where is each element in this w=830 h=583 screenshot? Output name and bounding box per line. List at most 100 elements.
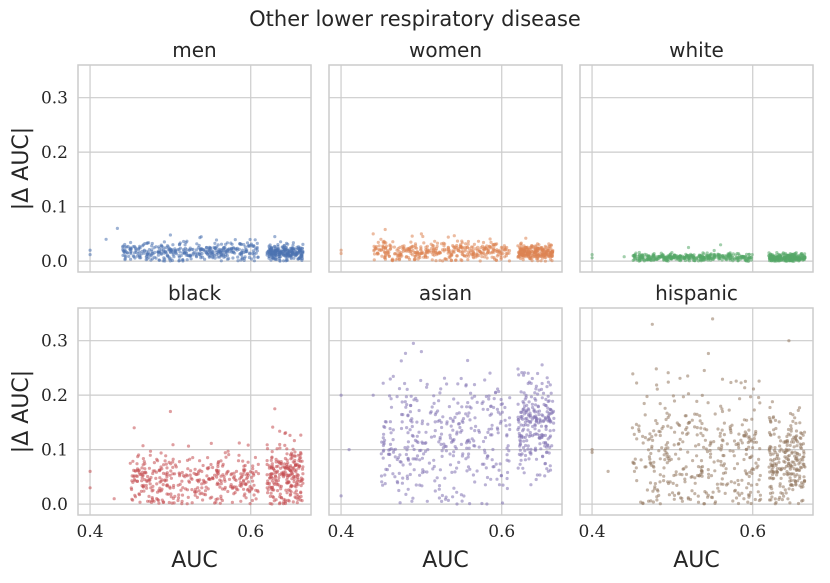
- point: [242, 243, 246, 247]
- point: [678, 259, 683, 263]
- point: [284, 488, 288, 492]
- point: [544, 397, 548, 401]
- point: [789, 478, 794, 483]
- point: [403, 446, 407, 450]
- point: [505, 453, 509, 457]
- point: [777, 420, 781, 424]
- point: [666, 446, 670, 450]
- point: [423, 441, 427, 445]
- xtick-label: 0.6: [739, 522, 766, 542]
- point: [755, 482, 759, 487]
- point: [227, 477, 232, 481]
- point: [405, 255, 409, 259]
- point: [536, 254, 540, 259]
- point: [798, 476, 802, 480]
- point: [385, 249, 389, 253]
- point: [788, 252, 792, 256]
- point: [734, 496, 739, 500]
- point: [771, 470, 775, 474]
- point: [168, 409, 172, 414]
- point: [170, 249, 174, 253]
- point: [742, 418, 747, 422]
- point: [281, 502, 285, 506]
- point: [793, 463, 797, 467]
- point: [280, 251, 284, 255]
- point: [440, 449, 444, 453]
- point: [518, 462, 522, 466]
- y-axis-label: |Δ AUC|: [9, 127, 34, 210]
- point: [412, 447, 416, 452]
- point: [452, 438, 456, 442]
- point: [195, 242, 199, 246]
- point: [518, 448, 522, 452]
- point: [731, 499, 735, 503]
- x-axis-label: AUC: [673, 548, 720, 573]
- point: [245, 248, 249, 252]
- point: [540, 363, 544, 367]
- point: [405, 403, 409, 407]
- point: [717, 446, 721, 450]
- point: [410, 253, 414, 257]
- point: [209, 462, 213, 467]
- point: [728, 257, 732, 261]
- point: [204, 251, 208, 255]
- point: [475, 469, 479, 473]
- point: [390, 257, 395, 261]
- point: [489, 240, 493, 244]
- point: [747, 252, 751, 256]
- point: [671, 394, 676, 398]
- point: [388, 247, 392, 251]
- point: [418, 449, 422, 453]
- point: [248, 502, 252, 506]
- point: [487, 394, 491, 398]
- point: [474, 424, 478, 428]
- point: [544, 424, 548, 428]
- point: [276, 249, 280, 253]
- point: [650, 444, 654, 448]
- point: [690, 475, 694, 479]
- point: [171, 465, 175, 469]
- point: [768, 450, 772, 455]
- point: [485, 475, 490, 480]
- point: [291, 500, 295, 504]
- point: [296, 257, 300, 261]
- point: [396, 456, 400, 460]
- point: [248, 252, 252, 256]
- point: [182, 239, 186, 244]
- point: [757, 457, 761, 461]
- point: [497, 389, 501, 394]
- point: [151, 471, 155, 476]
- point: [466, 250, 470, 254]
- point: [768, 491, 773, 495]
- point: [672, 399, 677, 403]
- point: [453, 415, 457, 419]
- point: [433, 479, 437, 483]
- point: [745, 486, 749, 490]
- point: [670, 491, 675, 495]
- point: [297, 496, 301, 500]
- point: [481, 439, 486, 444]
- point: [737, 253, 741, 257]
- point: [433, 420, 437, 424]
- point: [686, 245, 691, 250]
- point: [794, 457, 798, 461]
- point: [268, 485, 272, 489]
- point: [718, 431, 723, 435]
- point: [678, 437, 682, 441]
- point: [185, 239, 189, 243]
- point: [645, 253, 649, 257]
- point: [213, 473, 217, 477]
- point: [521, 258, 525, 262]
- point: [777, 460, 781, 464]
- point: [265, 447, 270, 451]
- point: [406, 487, 410, 491]
- point: [749, 490, 753, 494]
- point: [646, 438, 650, 442]
- point: [465, 405, 469, 409]
- point: [222, 475, 226, 479]
- point: [141, 244, 145, 248]
- point: [693, 412, 697, 416]
- point: [439, 442, 443, 446]
- point: [138, 500, 142, 504]
- point: [295, 492, 299, 496]
